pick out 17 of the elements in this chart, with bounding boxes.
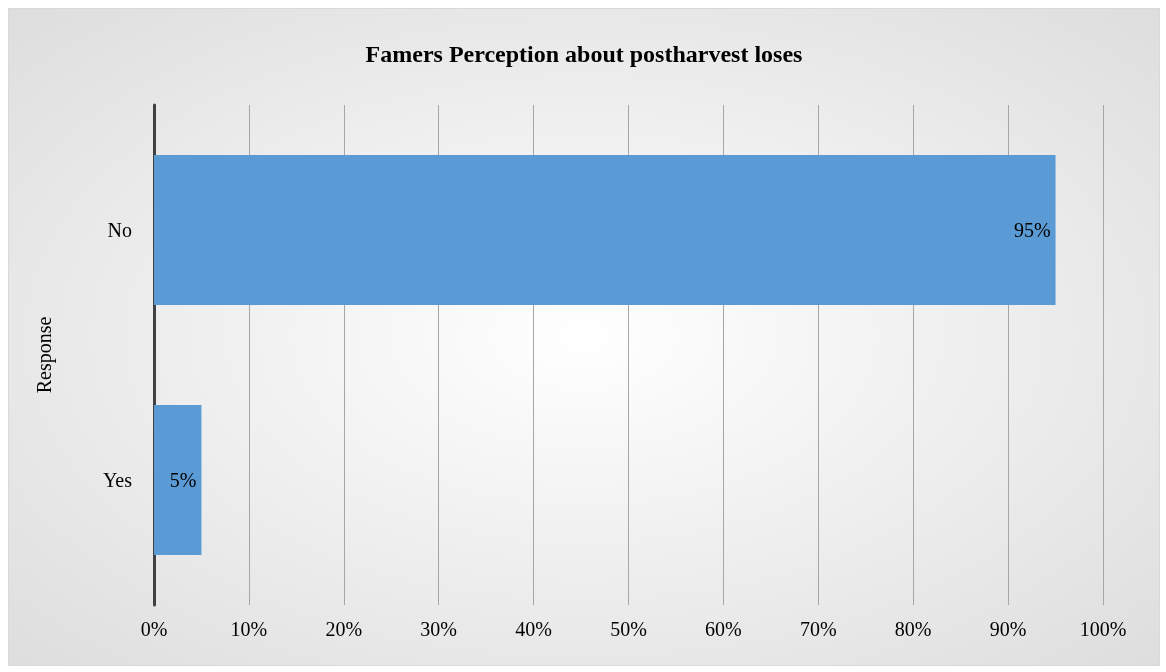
data-label: 95% xyxy=(1013,219,1051,241)
x-tick-label: 30% xyxy=(420,618,458,640)
data-label: 5% xyxy=(169,469,197,491)
x-tick-label: 20% xyxy=(325,618,363,640)
x-tick-label: 80% xyxy=(894,618,932,640)
x-tick-label: 60% xyxy=(705,618,742,640)
chart-title: Famers Perception about postharvest loses xyxy=(365,41,803,67)
x-tick-label: 50% xyxy=(610,618,647,640)
x-tick-label: 0% xyxy=(140,618,168,640)
x-tick-label: 70% xyxy=(799,618,837,640)
x-tick-label: 40% xyxy=(515,618,552,640)
y-tick-label: No xyxy=(107,219,132,241)
x-tick-label: 90% xyxy=(989,618,1027,640)
x-tick-label: 10% xyxy=(230,618,268,640)
y-tick-label: Yes xyxy=(102,469,133,491)
x-tick-label: 100% xyxy=(1079,618,1127,640)
y-axis-title: Response xyxy=(33,316,56,394)
